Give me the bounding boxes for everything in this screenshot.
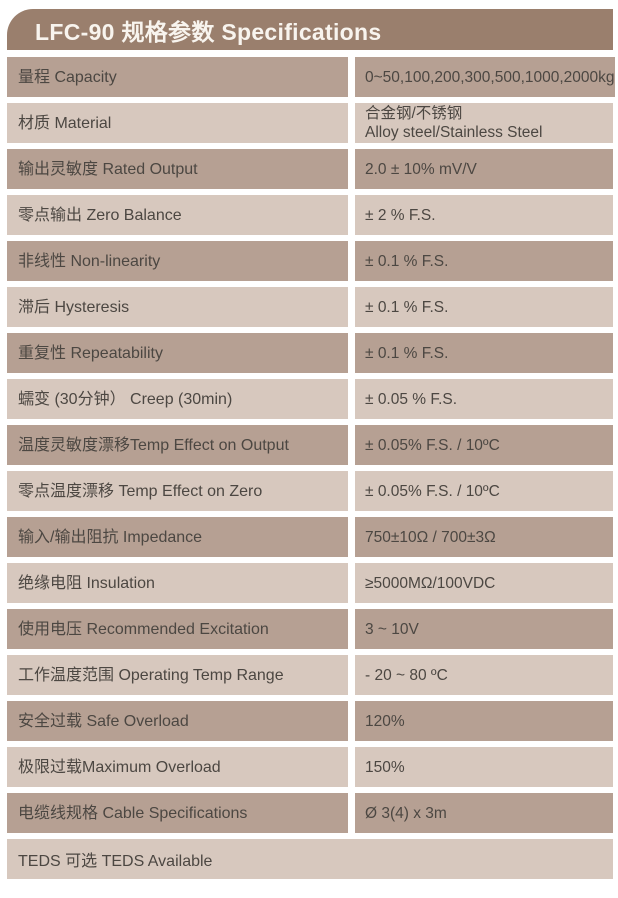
spec-value: ± 2 % F.S. — [355, 195, 613, 235]
table-row: 工作温度范围 Operating Temp Range - 20 ~ 80 ºC — [7, 655, 613, 695]
table-row: 材质 Material 合金钢/不锈钢 Alloy steel/Stainles… — [7, 103, 613, 143]
table-row: 蠕变 (30分钟） Creep (30min) ± 0.05 % F.S. — [7, 379, 613, 419]
spec-label: 非线性 Non-linearity — [7, 241, 348, 281]
spec-value: - 20 ~ 80 ºC — [355, 655, 613, 695]
spec-value: 2.0 ± 10% mV/V — [355, 149, 613, 189]
spec-label: 量程 Capacity — [7, 57, 348, 97]
table-row: 非线性 Non-linearity ± 0.1 % F.S. — [7, 241, 613, 281]
spec-label: 绝缘电阻 Insulation — [7, 563, 348, 603]
spec-value: ± 0.05 % F.S. — [355, 379, 613, 419]
spec-label: 滞后 Hysteresis — [7, 287, 348, 327]
page-title: LFC-90 规格参数 Specifications — [35, 18, 382, 45]
spec-value: 150% — [355, 747, 613, 787]
spec-label: 电缆线规格 Cable Specifications — [7, 793, 348, 833]
table-row: 绝缘电阻 Insulation ≥5000MΩ/100VDC — [7, 563, 613, 603]
table-row: 使用电压 Recommended Excitation 3 ~ 10V — [7, 609, 613, 649]
table-row: 极限过载Maximum Overload 150% — [7, 747, 613, 787]
spec-label: 温度灵敏度漂移Temp Effect on Output — [7, 425, 348, 465]
spec-value: 120% — [355, 701, 613, 741]
spec-value: 750±10Ω / 700±3Ω — [355, 517, 613, 557]
table-row: 安全过载 Safe Overload 120% — [7, 701, 613, 741]
table-row: 重复性 Repeatability ± 0.1 % F.S. — [7, 333, 613, 373]
spec-value: 0~50,100,200,300,500,1000,2000kg — [355, 57, 615, 97]
spec-label-full: TEDS 可选 TEDS Available — [7, 839, 613, 879]
spec-sheet-page: LFC-90 规格参数 Specifications 量程 Capacity 0… — [0, 9, 618, 898]
spec-value: ± 0.1 % F.S. — [355, 287, 613, 327]
table-row: 电缆线规格 Cable Specifications Ø 3(4) x 3m — [7, 793, 613, 833]
spec-label: 极限过载Maximum Overload — [7, 747, 348, 787]
spec-label: 工作温度范围 Operating Temp Range — [7, 655, 348, 695]
table-row: 输入/输出阻抗 Impedance 750±10Ω / 700±3Ω — [7, 517, 613, 557]
spec-value: ± 0.05% F.S. / 10ºC — [355, 425, 613, 465]
spec-label: 使用电压 Recommended Excitation — [7, 609, 348, 649]
spec-label: 安全过载 Safe Overload — [7, 701, 348, 741]
table-row-teds: TEDS 可选 TEDS Available — [7, 839, 613, 879]
spec-label: 蠕变 (30分钟） Creep (30min) — [7, 379, 348, 419]
spec-value: 合金钢/不锈钢 Alloy steel/Stainless Steel — [355, 103, 613, 143]
spec-label: 零点温度漂移 Temp Effect on Zero — [7, 471, 348, 511]
spec-label: 材质 Material — [7, 103, 348, 143]
table-row: 零点温度漂移 Temp Effect on Zero ± 0.05% F.S. … — [7, 471, 613, 511]
table-row: 滞后 Hysteresis ± 0.1 % F.S. — [7, 287, 613, 327]
spec-value: ≥5000MΩ/100VDC — [355, 563, 613, 603]
table-row: 零点输出 Zero Balance ± 2 % F.S. — [7, 195, 613, 235]
spec-label: 输出灵敏度 Rated Output — [7, 149, 348, 189]
table-row: 量程 Capacity 0~50,100,200,300,500,1000,20… — [7, 57, 615, 97]
spec-value: 3 ~ 10V — [355, 609, 613, 649]
spec-value: ± 0.1 % F.S. — [355, 241, 613, 281]
spec-label: 输入/输出阻抗 Impedance — [7, 517, 348, 557]
table-row: 输出灵敏度 Rated Output 2.0 ± 10% mV/V — [7, 149, 613, 189]
spec-value: Ø 3(4) x 3m — [355, 793, 613, 833]
spec-table: 量程 Capacity 0~50,100,200,300,500,1000,20… — [7, 57, 615, 879]
spec-label: 零点输出 Zero Balance — [7, 195, 348, 235]
header-bar: LFC-90 规格参数 Specifications — [7, 9, 613, 50]
spec-value: ± 0.05% F.S. / 10ºC — [355, 471, 613, 511]
spec-value: ± 0.1 % F.S. — [355, 333, 613, 373]
table-row: 温度灵敏度漂移Temp Effect on Output ± 0.05% F.S… — [7, 425, 613, 465]
spec-label: 重复性 Repeatability — [7, 333, 348, 373]
